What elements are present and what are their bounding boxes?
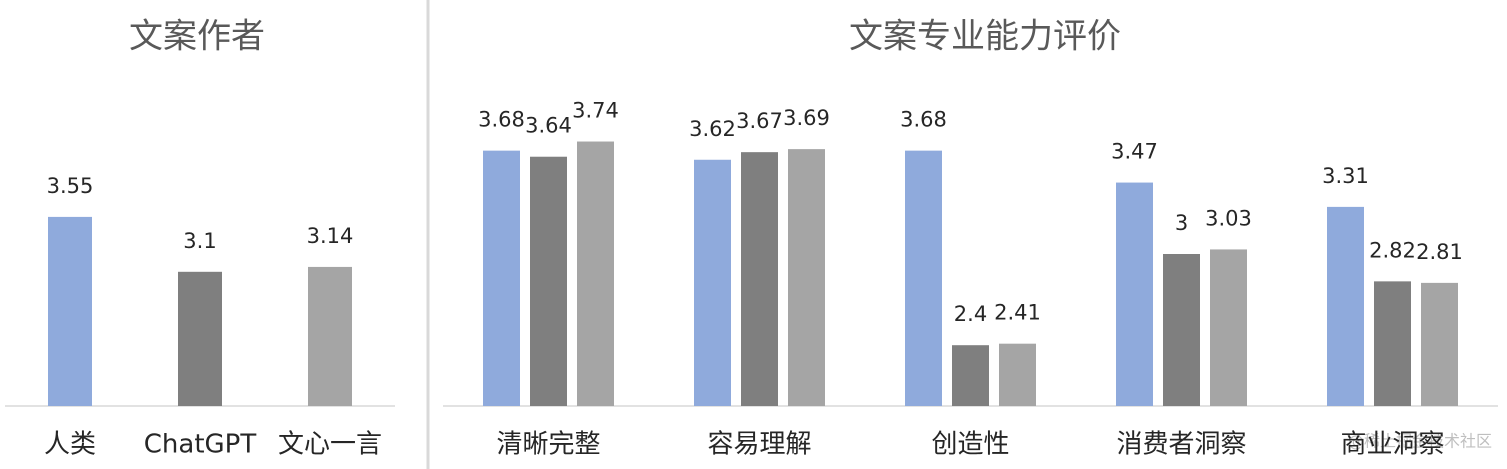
bar bbox=[905, 150, 942, 406]
bar bbox=[1421, 282, 1458, 406]
value-label: 2.4 bbox=[954, 302, 987, 326]
bar bbox=[577, 141, 614, 406]
bar bbox=[48, 216, 92, 406]
chart-title: 文案专业能力评价 bbox=[849, 17, 1121, 57]
value-label: 2.41 bbox=[994, 301, 1041, 325]
bar bbox=[178, 271, 222, 406]
value-label: 3.1 bbox=[183, 229, 216, 253]
bar bbox=[1116, 182, 1153, 406]
bar bbox=[1163, 254, 1200, 406]
x-tick-label: ChatGPT bbox=[144, 430, 257, 460]
value-label: 3.62 bbox=[689, 117, 736, 141]
x-tick-label: 人类 bbox=[44, 430, 96, 460]
value-label: 3.14 bbox=[307, 224, 354, 248]
x-tick-label: 容易理解 bbox=[707, 430, 811, 460]
bar bbox=[788, 149, 825, 406]
bar bbox=[1210, 249, 1247, 406]
value-label: 3.47 bbox=[1111, 140, 1158, 164]
bar bbox=[999, 343, 1036, 406]
bar bbox=[308, 266, 352, 406]
bar bbox=[483, 150, 520, 406]
value-label: 3.74 bbox=[572, 99, 619, 123]
bar bbox=[741, 152, 778, 406]
value-label: 3 bbox=[1175, 211, 1188, 235]
x-tick-label: 清晰完整 bbox=[496, 430, 600, 460]
chart-title: 文案作者 bbox=[129, 17, 265, 57]
value-label: 3.68 bbox=[900, 108, 947, 132]
value-label: 3.69 bbox=[783, 106, 830, 130]
x-tick-label: 文心一言 bbox=[278, 430, 382, 460]
bar bbox=[1374, 281, 1411, 406]
x-tick-label: 创造性 bbox=[931, 430, 1009, 460]
bar bbox=[952, 345, 989, 406]
bar bbox=[1327, 206, 1364, 406]
bar bbox=[694, 159, 731, 406]
value-label: 3.55 bbox=[47, 174, 94, 198]
watermark: @稀土掘金技术社区 bbox=[1348, 432, 1492, 451]
value-label: 3.03 bbox=[1205, 206, 1252, 230]
value-label: 2.82 bbox=[1369, 238, 1416, 262]
value-label: 3.64 bbox=[525, 114, 572, 138]
value-label: 3.68 bbox=[478, 108, 525, 132]
bar bbox=[530, 156, 567, 406]
x-tick-label: 商业洞察 bbox=[1340, 430, 1444, 460]
value-label: 3.31 bbox=[1322, 164, 1369, 188]
value-label: 3.67 bbox=[736, 109, 783, 133]
value-label: 2.81 bbox=[1416, 240, 1463, 264]
x-tick-label: 消费者洞察 bbox=[1116, 430, 1246, 460]
